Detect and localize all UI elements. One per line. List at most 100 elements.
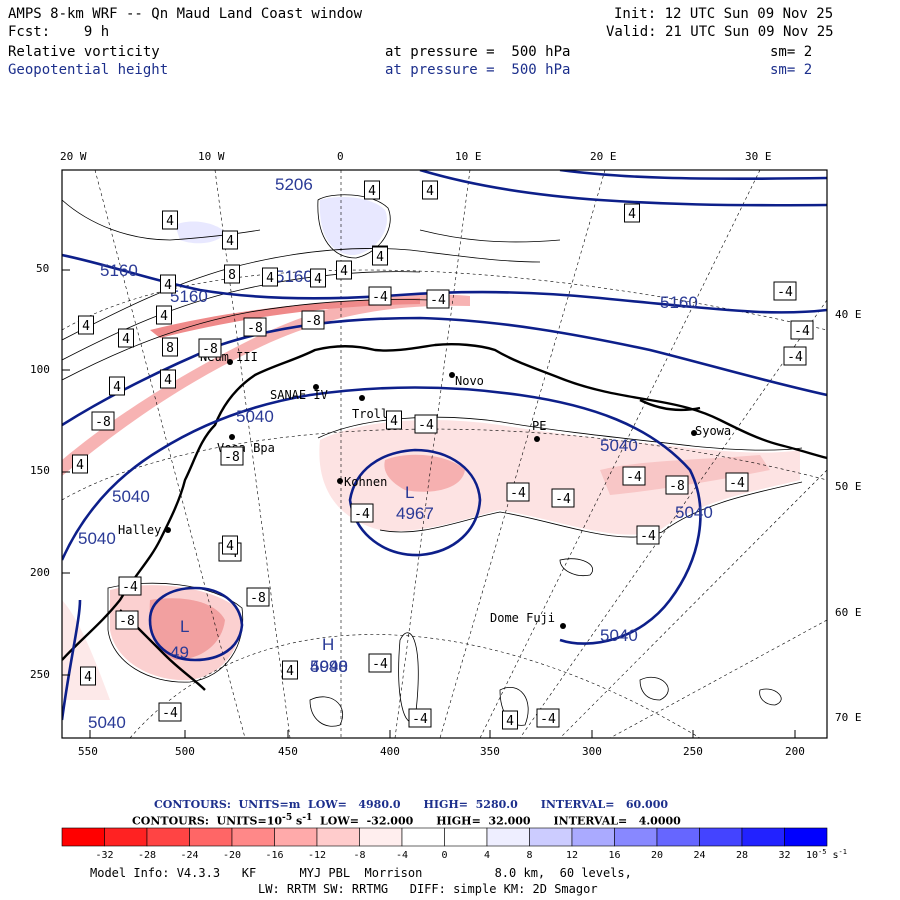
svg-text:4: 4	[314, 272, 322, 287]
model-info-physics: LW: RRTM SW: RRTMG DIFF: simple KM: 2D S…	[258, 882, 598, 896]
vorticity-label: 4	[109, 376, 125, 396]
svg-text:4: 4	[390, 414, 398, 429]
map-frame	[61, 169, 828, 739]
station-sanae: SANAE IV	[270, 388, 328, 402]
field1-smoothing: sm= 2	[770, 44, 813, 60]
colorbar-swatch	[529, 827, 573, 847]
vorticity-label: 4	[282, 660, 298, 680]
colorbar-swatch	[444, 827, 488, 847]
colorbar-swatch	[571, 827, 615, 847]
colorbar-label: 28	[736, 850, 748, 861]
valid-time: Valid: 21 UTC Sun 09 Nov 25	[606, 24, 834, 40]
svg-text:-8: -8	[95, 415, 111, 430]
colorbar-label: -32	[95, 850, 113, 861]
height-label: 5040	[310, 657, 348, 676]
vorticity-label: 4	[160, 369, 176, 389]
height-label: 5040	[88, 713, 126, 732]
grid-label: 300	[582, 745, 602, 758]
svg-text:4: 4	[286, 664, 294, 679]
svg-text:-4: -4	[430, 293, 446, 308]
svg-text:-4: -4	[540, 712, 556, 727]
height-label: 5040	[600, 626, 638, 645]
init-time: Init: 12 UTC Sun 09 Nov 25	[614, 6, 834, 22]
height-contours	[62, 170, 827, 721]
station-halley: Halley	[118, 523, 161, 537]
lon-label: 10 E	[455, 150, 482, 163]
vorticity-label: -8	[115, 610, 139, 630]
vorticity-label: 4	[156, 305, 172, 325]
colorbar-unit: 10-5 s-1	[806, 848, 847, 861]
vorticity-label: -4	[725, 472, 749, 492]
colorbar-swatch	[401, 827, 445, 847]
model-info: Model Info: V4.3.3 KF MYJ PBL Morrison 8…	[90, 866, 632, 880]
height-label: 5040	[78, 529, 116, 548]
svg-text:4: 4	[82, 319, 90, 334]
vorticity-label: 4	[422, 180, 438, 200]
vorticity-label: -4	[426, 289, 450, 309]
svg-text:-4: -4	[777, 285, 793, 300]
vorticity-label: 4	[310, 268, 326, 288]
vorticity-label: 4	[222, 535, 238, 555]
vorticity-contour-info: CONTOURS: UNITS=10-5 s-1 LOW= -32.000 HI…	[132, 812, 681, 828]
vorticity-label: 4	[624, 203, 640, 223]
svg-text:-4: -4	[372, 290, 388, 305]
svg-text:-4: -4	[412, 712, 428, 727]
lon-label: 20 W	[60, 150, 87, 163]
svg-text:-4: -4	[794, 324, 810, 339]
forecast-hour: Fcst: 9 h	[8, 24, 110, 40]
colorbar-swatch	[231, 827, 275, 847]
height-label: 4998	[310, 657, 348, 676]
grid-label: 200	[30, 566, 50, 579]
vorticity-label: 4	[80, 666, 96, 686]
vorticity-label: -4	[790, 320, 814, 340]
svg-text:4: 4	[122, 332, 130, 347]
field1-level: at pressure = 500 hPa	[385, 44, 571, 60]
svg-text:-4: -4	[122, 580, 138, 595]
vorticity-label: -4	[551, 488, 575, 508]
lon-label: 0	[337, 150, 344, 163]
svg-text:-4: -4	[729, 476, 745, 491]
vorticity-label: 8	[162, 337, 178, 357]
high-center: H	[322, 635, 334, 654]
height-label: 5160	[660, 293, 698, 312]
height-label: 5040	[236, 407, 274, 426]
height-label: 5160	[170, 287, 208, 306]
latlon-grid	[62, 170, 827, 738]
vorticity-label: 4	[386, 410, 402, 430]
lon-label: 30 E	[745, 150, 772, 163]
vorticity-label: 4	[118, 328, 134, 348]
svg-text:8: 8	[166, 341, 174, 356]
svg-text:-8: -8	[669, 479, 685, 494]
colorbar-swatch	[699, 827, 743, 847]
vorticity-shading	[62, 197, 800, 700]
vorticity-label: -8	[220, 446, 244, 466]
svg-text:4: 4	[160, 309, 168, 324]
height-label: 5040	[600, 436, 638, 455]
svg-text:4: 4	[166, 214, 174, 229]
colorbar-swatch	[486, 827, 530, 847]
vorticity-label: -4	[350, 503, 374, 523]
svg-text:-4: -4	[555, 492, 571, 507]
vorticity-label: -8	[246, 587, 270, 607]
vorticity-label: 4	[262, 267, 278, 287]
colorbar-label: 32	[778, 850, 790, 861]
grid-label: 500	[175, 745, 195, 758]
height-label: 4967	[396, 504, 434, 523]
svg-text:8: 8	[228, 268, 236, 283]
svg-text:4: 4	[506, 714, 514, 729]
svg-text:4: 4	[164, 278, 172, 293]
field2-smoothing: sm= 2	[770, 62, 813, 78]
lat-label: 40 E	[835, 308, 862, 321]
colorbar-swatch	[359, 827, 403, 847]
grid-label: 550	[78, 745, 98, 758]
low-center: L	[180, 617, 189, 636]
station-dome-fuji: Dome Fuji	[490, 611, 555, 625]
map-title: AMPS 8-km WRF -- Qn Maud Land Coast wind…	[8, 6, 363, 22]
svg-text:-8: -8	[305, 314, 321, 329]
vorticity-label: -4	[783, 346, 807, 366]
svg-text:4: 4	[368, 184, 376, 199]
vorticity-label: 4	[364, 180, 380, 200]
vorticity-label: -4	[536, 708, 560, 728]
height-label: 5206	[275, 175, 313, 194]
